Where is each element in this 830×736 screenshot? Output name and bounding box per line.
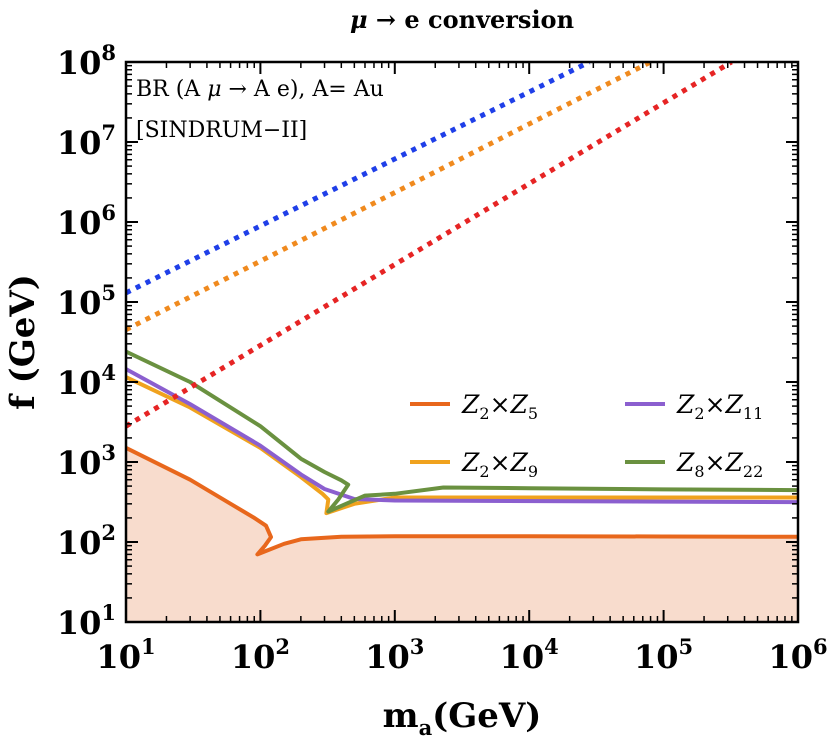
plot-frame — [124, 60, 800, 624]
x-tick-label: 104 — [500, 634, 559, 676]
title-rest: e conversion — [404, 5, 574, 34]
series-line — [126, 375, 798, 516]
tick-layer: 101 102 103 104 105 106 101 102 103 104 105 106 107 1… — [57, 40, 828, 676]
x-label-main: m — [383, 696, 419, 736]
y-tick-label: 108 — [57, 40, 116, 82]
series-line — [126, 367, 798, 505]
chart-title: μ → e conversion — [350, 5, 574, 34]
y-tick-label: 103 — [57, 440, 116, 482]
x-label-sub: a — [419, 715, 433, 736]
y-tick-label: 102 — [57, 520, 116, 562]
annotation-line-1: BR (A μ → A e), A= Au — [136, 77, 384, 102]
annotation-mu: μ — [207, 77, 221, 102]
y-tick-label: 101 — [57, 600, 116, 642]
title-mu: μ — [350, 5, 368, 34]
title-arrow: → — [368, 5, 405, 34]
x-label-rest: (GeV) — [432, 696, 541, 736]
y-tick-label: 105 — [57, 280, 116, 322]
series-layer — [126, 62, 798, 557]
y-axis-label: f (GeV) — [3, 274, 43, 410]
y-tick-label: 107 — [57, 120, 116, 162]
x-tick-label: 101 — [96, 634, 155, 676]
series-line — [126, 349, 798, 514]
series-line — [126, 62, 733, 429]
series-line — [126, 62, 591, 296]
annotation-part-a: BR (A — [136, 77, 207, 102]
y-tick-label: 104 — [57, 360, 116, 402]
legend-label: Z8×Z22 — [676, 448, 763, 481]
x-tick-label: 103 — [365, 634, 424, 676]
x-axis-label: ma(GeV) — [383, 696, 542, 736]
annotation-line-2: [SINDRUM−II] — [136, 118, 307, 143]
annotation-part-b: → A e), A= Au — [222, 77, 384, 102]
x-tick-label: 106 — [768, 634, 827, 676]
series-line — [126, 445, 798, 557]
x-tick-label: 105 — [634, 634, 693, 676]
legend-label: Z2×Z5 — [461, 390, 538, 423]
y-tick-label: 106 — [57, 200, 116, 242]
x-tick-label: 102 — [231, 634, 290, 676]
legend-label: Z2×Z9 — [461, 448, 538, 481]
legend-label: Z2×Z11 — [676, 390, 763, 423]
series-line — [126, 62, 652, 332]
excluded-region — [126, 447, 798, 622]
legend: Z2×Z5 Z2×Z11 Z2×Z9 Z8×Z22 — [410, 390, 763, 481]
